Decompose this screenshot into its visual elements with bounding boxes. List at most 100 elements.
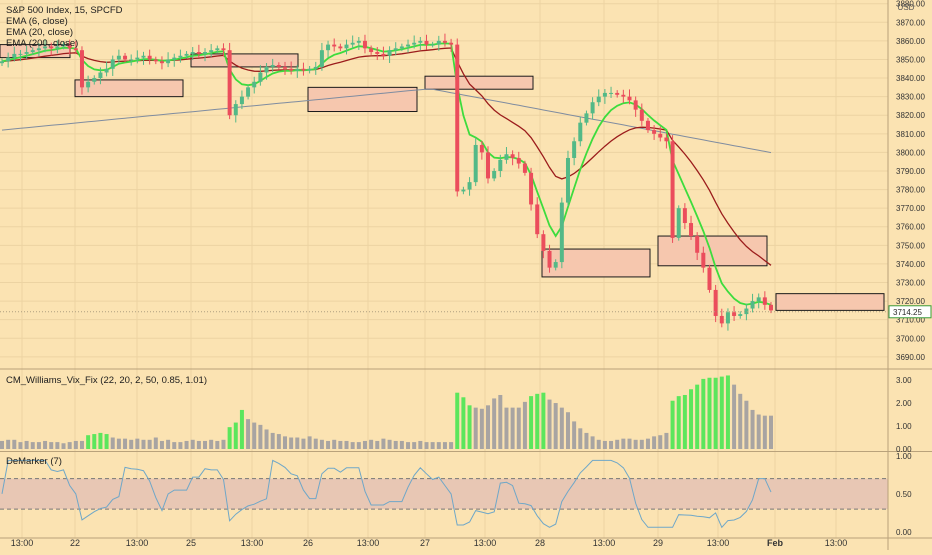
annotation-box (190, 53, 299, 68)
y-tick-label: 3870.00 (896, 18, 925, 27)
last-price-label: 3714.25 (893, 308, 922, 317)
demarker-tick-label: 1.00 (896, 452, 912, 461)
candle-body (258, 72, 263, 82)
wvf-bar (615, 439, 620, 449)
wvf-bar (473, 407, 478, 449)
wvf-bar (676, 396, 681, 449)
y-tick-label: 3880.00 (896, 0, 925, 9)
candle-body (153, 59, 158, 62)
wvf-bar (719, 376, 724, 449)
demarker-band (0, 478, 888, 510)
candle-body (49, 46, 54, 49)
wvf-bar (424, 442, 429, 449)
candle-body (738, 314, 743, 316)
wvf-bar (399, 440, 404, 449)
wvf-bar (701, 378, 706, 449)
candle-body (123, 55, 128, 60)
wvf-bar (123, 438, 128, 449)
x-tick-label: 26 (303, 538, 313, 548)
wvf-bar (338, 440, 343, 449)
demarker-tick-label: 0.50 (896, 490, 912, 499)
y-tick-label: 3810.00 (896, 130, 925, 139)
candle-body (356, 40, 361, 43)
candle-body (732, 312, 737, 316)
wvf-bar (553, 403, 558, 449)
demarker-title: DeMarker (7) (6, 456, 62, 467)
wvf-bar (486, 405, 491, 449)
wvf-bar (510, 407, 515, 449)
wvf-bar (159, 440, 164, 449)
candle-body (190, 52, 195, 54)
candle-body (516, 157, 521, 164)
wvf-bar (738, 393, 743, 449)
wvf-bar (547, 399, 552, 449)
candle-body (215, 48, 220, 51)
wvf-bar (239, 409, 244, 449)
wvf-bar (559, 407, 564, 449)
currency-label: USD (898, 3, 915, 12)
candle-body (313, 66, 318, 69)
wvf-bar (762, 415, 767, 449)
candle-body (344, 44, 349, 49)
candle-body (301, 68, 306, 71)
candle-body (535, 204, 540, 235)
candle-body (695, 236, 700, 253)
candle-body (621, 94, 626, 97)
candle-body (233, 104, 238, 116)
candle-body (498, 159, 503, 171)
candle-body (270, 65, 275, 67)
candle-body (98, 72, 103, 79)
candle-body (239, 96, 244, 105)
candle-body (86, 81, 91, 88)
candle-body (289, 68, 294, 71)
wvf-bar (129, 439, 134, 449)
wvf-bar (393, 440, 398, 449)
wvf-bar (215, 440, 220, 449)
candle-body (159, 61, 164, 64)
wvf-bar (442, 442, 447, 449)
candle-body (172, 57, 177, 60)
symbol-title: S&P 500 Index, 15, SPCFD (6, 5, 123, 16)
wvf-bar (436, 442, 441, 449)
candle-body (645, 120, 650, 131)
wvf-bar (713, 377, 718, 449)
candle-body (326, 44, 331, 51)
candle-body (707, 267, 712, 290)
candle-body (455, 44, 460, 192)
y-tick-label: 3760.00 (896, 223, 925, 232)
wvf-bar (689, 389, 694, 449)
wvf-bar (49, 442, 54, 449)
candle-body (387, 50, 392, 56)
wvf-bar (658, 435, 663, 449)
wvf-bar (375, 440, 380, 449)
y-tick-label: 3690.00 (896, 353, 925, 362)
wvf-bar (522, 401, 527, 449)
candle-body (602, 92, 607, 97)
candle-body (769, 304, 773, 311)
y-tick-label: 3700.00 (896, 334, 925, 343)
wvf-bar (725, 375, 730, 449)
candle-body (104, 68, 109, 73)
candle-body (36, 48, 41, 51)
candle-body (578, 122, 583, 142)
wvf-bar (79, 440, 84, 449)
wvf-bar (246, 419, 251, 449)
wvf-bar (633, 439, 638, 449)
wvf-bar (319, 439, 324, 449)
candle-body (652, 130, 657, 134)
y-tick-label: 3860.00 (896, 37, 925, 46)
x-tick-label: 13:00 (126, 538, 149, 548)
wvf-bar (135, 438, 140, 449)
legend-ema-6: EMA (6, close) (6, 16, 68, 27)
y-tick-label: 3710.00 (896, 316, 925, 325)
x-tick-label: 22 (70, 538, 80, 548)
wvf-bar (276, 434, 281, 449)
candle-body (504, 154, 509, 160)
candle-body (67, 44, 72, 49)
y-tick-label: 3800.00 (896, 148, 925, 157)
candle-body (24, 52, 29, 54)
wvf-bar (369, 439, 374, 449)
candle-body (110, 59, 115, 69)
